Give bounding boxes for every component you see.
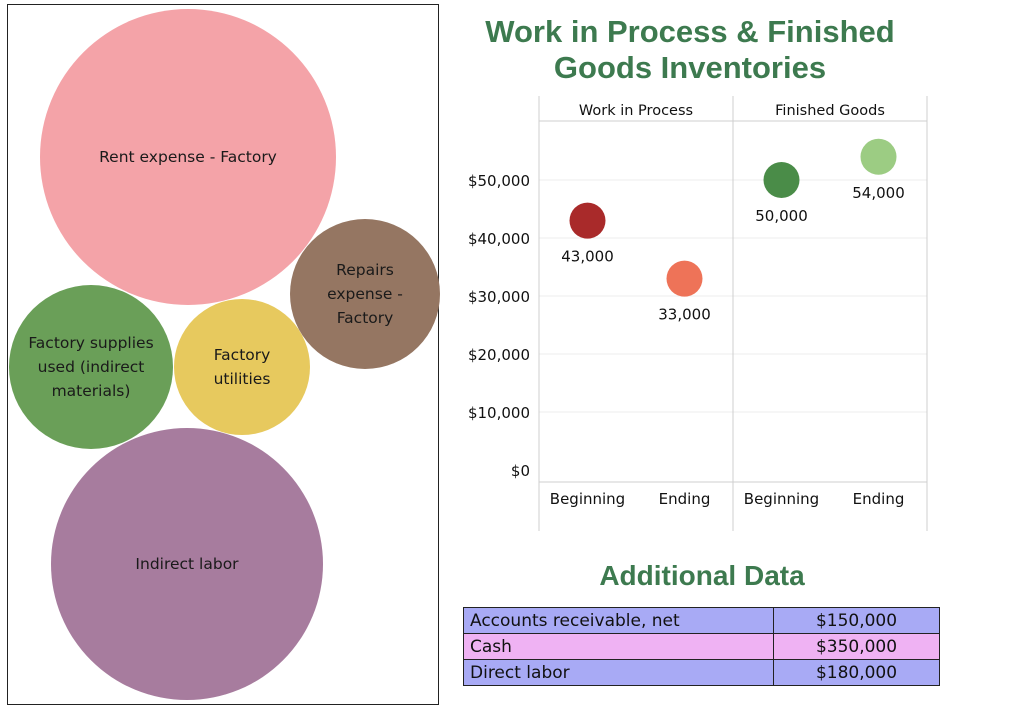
x-tick-label: Beginning xyxy=(744,490,819,508)
additional-data-title: Additional Data xyxy=(599,560,805,591)
x-tick-label: Beginning xyxy=(550,490,625,508)
chart-title: Work in Process & Finished Goods Invento… xyxy=(485,14,895,85)
data-label: 33,000 xyxy=(658,306,711,324)
bubble-chart-panel: Rent expense - Factory Repairs expense -… xyxy=(7,4,440,705)
bubble-label: Repairs expense - Factory xyxy=(327,261,403,327)
bubble-indirect-labor[interactable]: Indirect labor xyxy=(51,428,323,700)
bubble-factory-utilities[interactable]: Factory utilities xyxy=(174,299,310,435)
y-tick-label: $20,000 xyxy=(468,346,530,364)
additional-data-table: Accounts receivable, net $150,000 Cash $… xyxy=(463,607,940,686)
y-tick-label: $30,000 xyxy=(468,288,530,306)
data-label: 54,000 xyxy=(852,184,905,202)
row-label: Direct labor xyxy=(463,659,774,686)
panel-header: Work in Process xyxy=(579,103,693,119)
bubble-label: Indirect labor xyxy=(135,555,239,573)
data-label: 43,000 xyxy=(561,248,614,266)
row-label: Accounts receivable, net xyxy=(463,607,774,634)
table-row: Accounts receivable, net $150,000 xyxy=(463,607,940,634)
data-point xyxy=(763,162,800,198)
bubble-label: Factory utilities xyxy=(213,346,271,388)
y-tick-label: $10,000 xyxy=(468,404,530,422)
bubble-factory-supplies[interactable]: Factory supplies used (indirect material… xyxy=(9,285,173,449)
bubble-repairs-expense[interactable]: Repairs expense - Factory xyxy=(290,219,440,369)
table-row: Direct labor $180,000 xyxy=(463,659,940,686)
bubble-label: Rent expense - Factory xyxy=(99,148,277,166)
bubble-rent-expense[interactable]: Rent expense - Factory xyxy=(40,9,336,305)
data-point xyxy=(666,260,703,297)
x-tick-label: Ending xyxy=(659,490,711,508)
y-tick-label: $50,000 xyxy=(468,172,530,190)
y-tick-label: $0 xyxy=(511,462,530,480)
panel-header: Finished Goods xyxy=(775,103,885,119)
data-label: 50,000 xyxy=(755,207,808,225)
x-tick-label: Ending xyxy=(853,490,905,508)
row-label: Cash xyxy=(463,633,774,660)
inventory-scatter-chart: $0 $10,000 $20,000 $30,000 $40,000 $50,000 Wor… xyxy=(468,96,928,531)
table-row: Cash $350,000 xyxy=(463,633,940,660)
row-value: $350,000 xyxy=(773,633,940,660)
data-point xyxy=(860,138,897,175)
row-value: $180,000 xyxy=(773,659,940,686)
row-value: $150,000 xyxy=(773,607,940,634)
y-tick-label: $40,000 xyxy=(468,230,530,248)
bubble-label: Factory supplies used (indirect material… xyxy=(28,334,154,400)
data-point xyxy=(569,202,606,239)
